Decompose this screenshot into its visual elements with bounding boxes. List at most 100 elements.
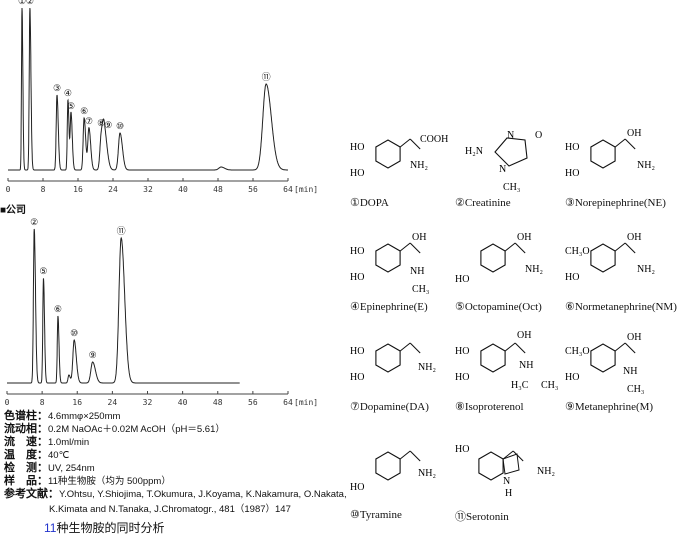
molecule-drawing: HO OH NH₂ xyxy=(455,232,543,285)
peak-label: ② xyxy=(30,217,38,227)
condition-key: 温 度： xyxy=(4,449,48,461)
chromatogram-trace xyxy=(7,228,240,384)
x-tick-label: 64 xyxy=(283,185,293,194)
atom-label: NH xyxy=(519,360,533,371)
condition-row: 温 度：40℃ xyxy=(4,449,69,462)
atom-label: HO xyxy=(350,372,364,383)
x-tick-label: 56 xyxy=(248,185,258,194)
atom-label: HO xyxy=(455,372,469,383)
x-tick-label: 0 xyxy=(5,398,10,407)
compound-name: ⑥Normetanephrine(NM) xyxy=(565,301,677,313)
peak-label: ⑨ xyxy=(89,350,97,360)
atom-label: CH₃ xyxy=(627,384,644,395)
benzene-ring xyxy=(590,343,616,373)
atom-label: HO xyxy=(455,346,469,357)
molecule-drawing: HO HO OH NH CH₃ xyxy=(350,232,429,295)
atom-label: HO xyxy=(455,274,469,285)
atom-label: HO xyxy=(350,168,364,179)
structure-10: HO NH₂ ⑩Tyramine xyxy=(350,430,465,530)
peak-label: ⑩ xyxy=(70,328,78,338)
condition-value: 1.0ml/min xyxy=(48,437,90,448)
peak-label: ⑥ xyxy=(54,304,62,314)
atom-label: NH₂ xyxy=(418,362,436,373)
molecule-drawing: HO NH₂ xyxy=(350,450,436,493)
condition-row: 色谱柱：4.6mmφ×250mm xyxy=(4,411,120,423)
benzene-ring xyxy=(375,451,401,481)
peak-label: ⑨ xyxy=(104,120,112,130)
bond xyxy=(502,450,514,460)
condition-key: 检 测： xyxy=(4,462,48,474)
imidazolidinone-ring xyxy=(494,137,528,167)
atom-label: HO xyxy=(565,372,579,383)
caption-text: 种生物胺的同时分析 xyxy=(56,521,165,535)
atom-label: CH₃O xyxy=(565,346,590,357)
benzene-ring xyxy=(375,343,401,373)
molecule-drawing: HO HO COOH NH₂ xyxy=(350,134,448,179)
peak-label: ③ xyxy=(53,83,61,93)
atom-label: OH xyxy=(627,128,641,139)
atom-label: NH₂ xyxy=(537,466,555,477)
molecule-drawing: CH₃O HO OH NH CH₃ xyxy=(565,332,644,395)
molecule-drawing: HO NH NH₂ xyxy=(455,444,555,499)
atom-label: HO xyxy=(350,272,364,283)
bond xyxy=(624,242,636,254)
compound-name: ⑤Octopamine(Oct) xyxy=(455,301,542,313)
atom-label: N xyxy=(503,476,510,487)
atom-label: OH xyxy=(627,232,641,243)
structure-7: HO HO NH₂ ⑦Dopamine(DA) xyxy=(350,322,465,422)
x-tick-label: 48 xyxy=(213,185,223,194)
benzene-ring xyxy=(480,343,506,373)
molecule-drawing: HO HO OH NH₂ xyxy=(565,128,655,179)
bond xyxy=(514,342,526,354)
atom-label: HO xyxy=(350,246,364,257)
bond xyxy=(409,450,421,462)
atom-label: H xyxy=(505,488,512,499)
atom-label: OH xyxy=(627,332,641,343)
molecule-drawing: HO HO NH₂ xyxy=(350,342,436,383)
benzene-ring xyxy=(375,243,401,273)
figure-caption: 11种生物胺的同时分析 xyxy=(44,519,164,536)
benzene-ring xyxy=(375,139,401,169)
bond xyxy=(614,138,626,148)
bond xyxy=(614,242,626,252)
atom-label: NH₂ xyxy=(637,264,655,275)
compound-name: ⑩Tyramine xyxy=(350,509,402,521)
benzene-ring xyxy=(480,243,506,273)
peak-label: ④ xyxy=(64,88,72,98)
condition-row: 样 品：11种生物胺（均为 500ppm） xyxy=(4,476,171,488)
structure-11: HO N H NH₂ ⑪Serotonin xyxy=(455,430,570,530)
compound-name: ③Norepinephrine(NE) xyxy=(565,197,666,209)
x-axis-unit: [min] xyxy=(294,185,318,194)
peak-label: ① xyxy=(18,0,26,6)
atom-label: HO xyxy=(455,444,469,455)
bond xyxy=(399,342,411,352)
compound-name: ⑧Isoproterenol xyxy=(455,401,524,413)
caption-number: 11 xyxy=(44,521,57,535)
compound-name: ②Creatinine xyxy=(455,197,511,209)
x-tick-label: 56 xyxy=(248,398,258,407)
compound-name: ⑦Dopamine(DA) xyxy=(350,401,429,413)
bond xyxy=(504,242,516,252)
atom-label: NH₂ xyxy=(637,160,655,171)
condition-key: 参考文献： xyxy=(4,488,59,500)
chromatogram-trace xyxy=(8,7,288,171)
x-axis-unit: [min] xyxy=(294,398,318,407)
atom-label: HO xyxy=(350,142,364,153)
peak-label: ⑪ xyxy=(262,72,271,82)
atom-label: HO xyxy=(350,482,364,493)
peak-label: ⑦ xyxy=(85,116,93,126)
condition-row: 检 测：UV, 254nm xyxy=(4,462,95,475)
peak-label: ⑤ xyxy=(67,101,75,111)
x-tick-label: 0 xyxy=(6,185,11,194)
bond xyxy=(409,342,421,354)
condition-row: 流 速：1.0ml/min xyxy=(4,437,90,449)
atom-label: H₃C xyxy=(511,380,529,391)
condition-row: 参考文献：Y.Ohtsu, Y.Shiojima, T.Okumura, J.K… xyxy=(4,488,347,501)
atom-label: N xyxy=(499,164,506,175)
company-fragment: ■公司 xyxy=(0,205,27,216)
pyrrole-ring xyxy=(502,453,520,475)
atom-label: NH xyxy=(410,266,424,277)
x-tick-label: 16 xyxy=(72,398,82,407)
atom-label: NH₂ xyxy=(525,264,543,275)
condition-value: Y.Ohtsu, Y.Shiojima, T.Okumura, J.Koyama… xyxy=(59,489,347,500)
